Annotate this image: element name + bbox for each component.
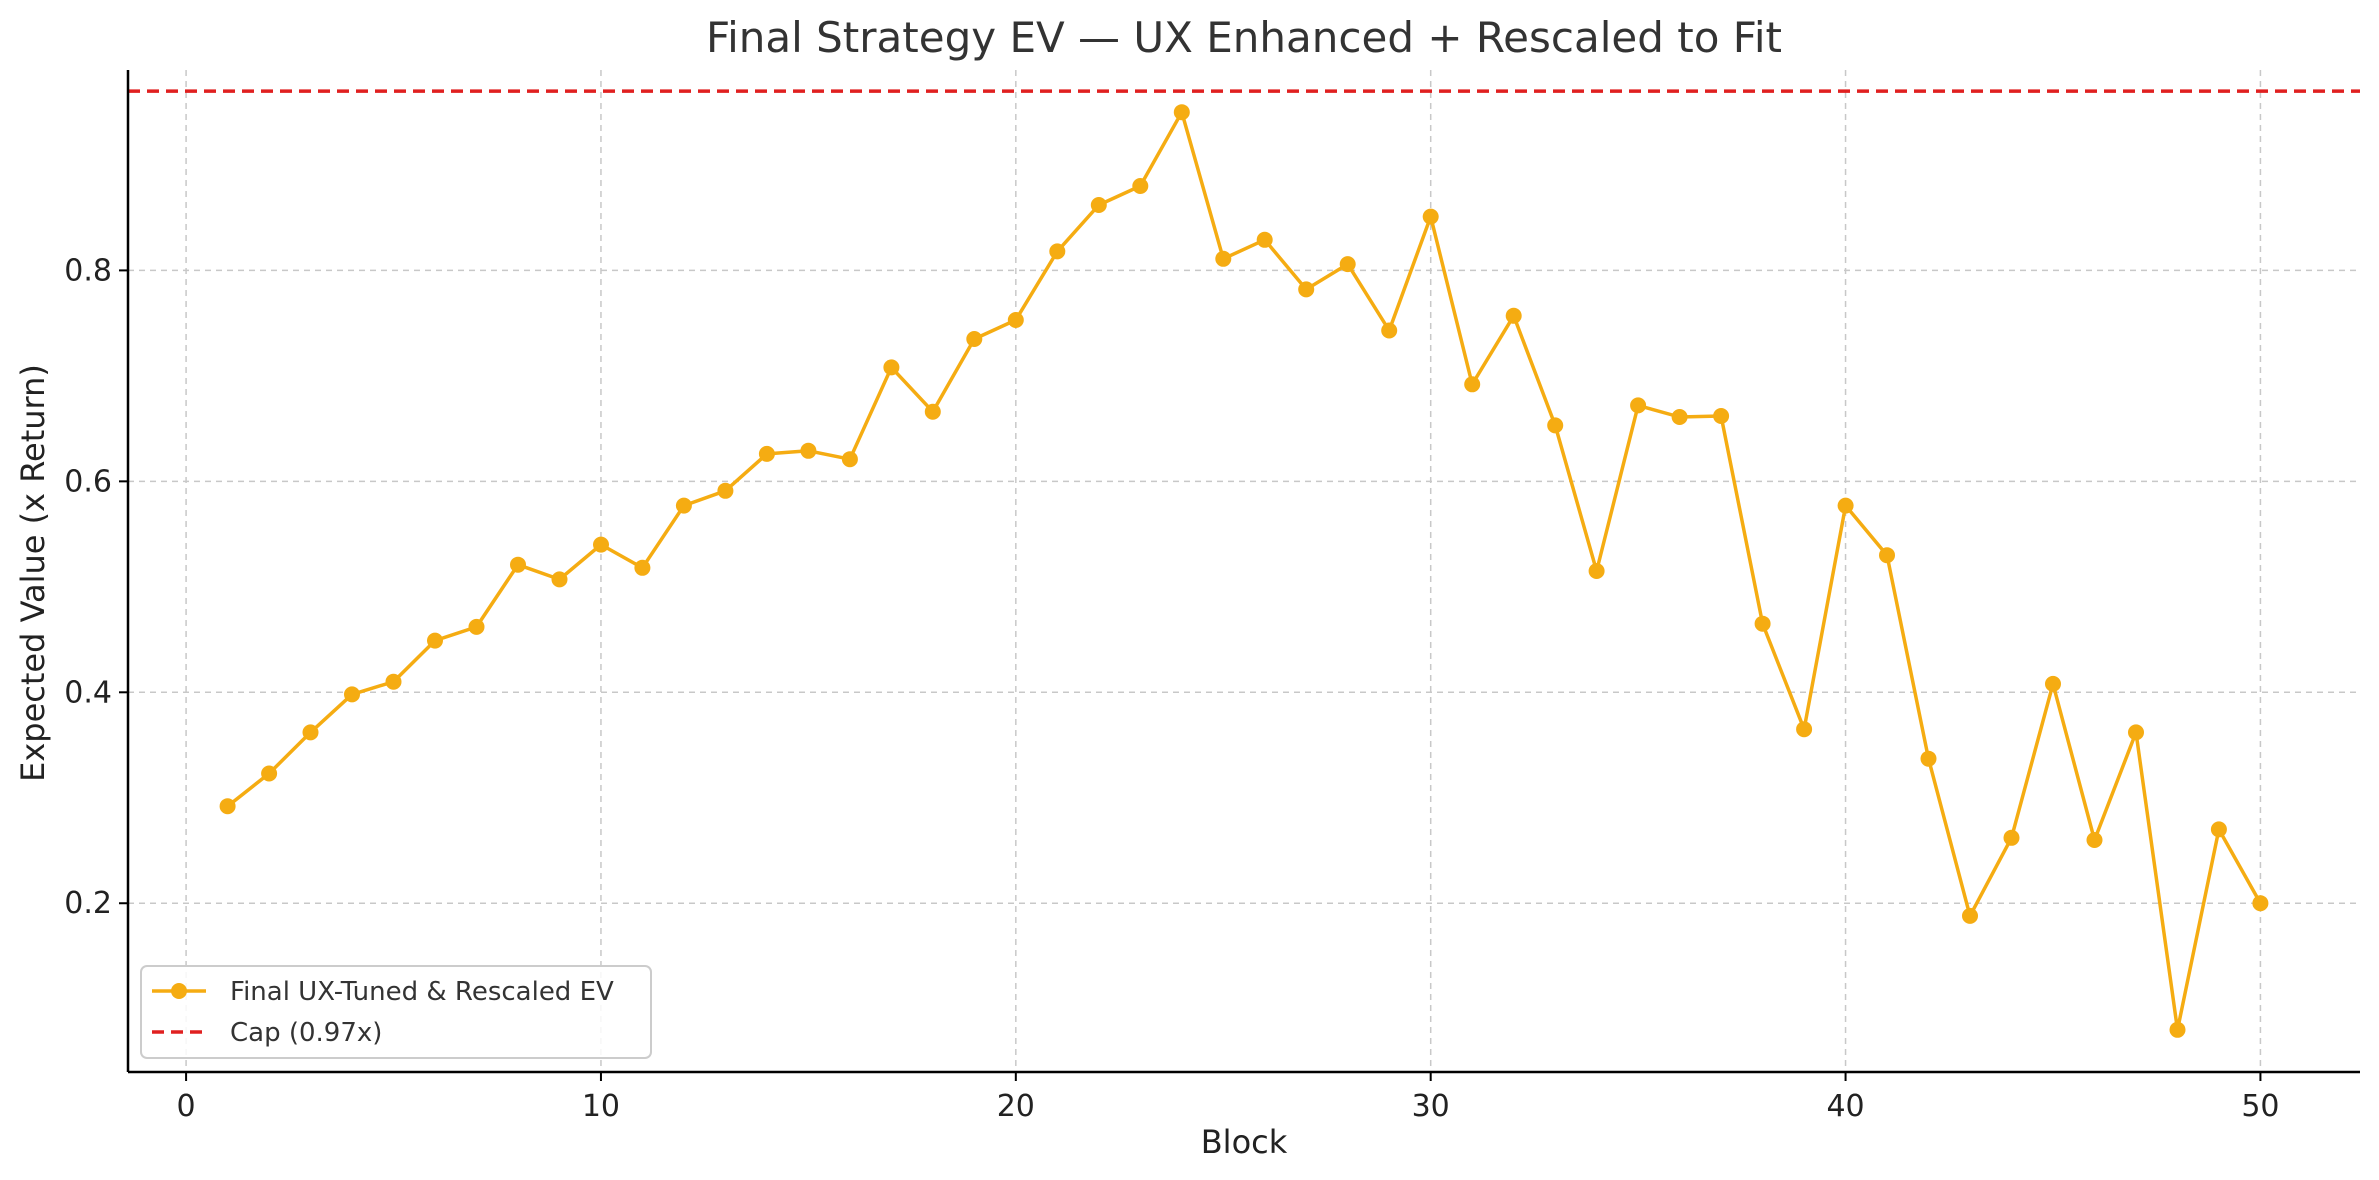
data-point [261, 765, 278, 782]
data-point [1298, 281, 1315, 298]
data-point [1588, 563, 1605, 579]
legend-cap-label: Cap (0.97x) [230, 1018, 382, 1048]
data-point [1879, 547, 1895, 564]
plot-axes [126, 70, 2360, 1074]
x-tick-label: 20 [997, 1089, 1035, 1124]
data-point [2252, 895, 2269, 912]
data-point [344, 686, 360, 703]
data-point [1796, 721, 1813, 738]
ev-series [219, 104, 2269, 1038]
data-point [1630, 397, 1647, 414]
y-axis-label: Expected Value (x Return) [14, 364, 52, 782]
data-point [1132, 178, 1149, 194]
x-tick-label: 0 [177, 1089, 196, 1124]
data-point [2169, 1021, 2186, 1038]
data-point [800, 442, 817, 459]
chart-legend: Final UX-Tuned & Rescaled EV Cap (0.97x) [140, 965, 652, 1059]
data-point [1505, 307, 1522, 324]
data-point [1671, 409, 1688, 425]
data-point [1339, 256, 1356, 273]
data-point [1173, 104, 1190, 121]
x-tick-label: 30 [1412, 1089, 1450, 1124]
legend-series-marker [171, 983, 187, 999]
axis-ticks: 0 10 20 30 40 50 0.2 0.4 0.6 0.8 [64, 253, 2279, 1124]
data-point [841, 451, 858, 468]
data-point [593, 536, 609, 553]
data-point [551, 571, 568, 588]
legend-box [140, 965, 652, 1059]
chart-title: Final Strategy EV — UX Enhanced + Rescal… [706, 13, 1782, 62]
y-tick-label: 0.6 [64, 464, 112, 499]
data-point [2128, 724, 2144, 741]
data-point [1090, 197, 1107, 213]
data-point [966, 331, 983, 347]
data-point [1547, 417, 1564, 434]
data-point [1215, 250, 1232, 267]
data-point [1256, 231, 1273, 248]
data-point [1920, 750, 1937, 767]
x-tick-label: 40 [1826, 1089, 1864, 1124]
series-line [226, 110, 2262, 1032]
grid-lines [128, 70, 2360, 1072]
y-tick-label: 0.2 [64, 886, 112, 921]
data-point [1007, 312, 1024, 328]
x-tick-label: 10 [582, 1089, 620, 1124]
data-point [758, 445, 775, 462]
data-point [924, 403, 941, 420]
x-tick-label: 50 [2241, 1089, 2279, 1124]
y-tick-label: 0.4 [64, 675, 112, 710]
data-point [634, 559, 651, 576]
data-point [427, 632, 443, 649]
data-point [1381, 322, 1398, 339]
legend-series-label: Final UX-Tuned & Rescaled EV [230, 977, 614, 1007]
data-point [717, 482, 734, 499]
data-point [1049, 243, 1066, 260]
data-point [1713, 408, 1730, 424]
data-point [219, 798, 236, 815]
data-point [675, 497, 692, 514]
data-point [1754, 615, 1771, 632]
data-point [1837, 497, 1854, 514]
data-point [302, 724, 319, 741]
data-point [385, 673, 402, 690]
data-point [2003, 829, 2020, 846]
data-point [2045, 675, 2061, 692]
data-point [883, 359, 900, 376]
data-point [1962, 907, 1978, 924]
data-point [468, 618, 485, 635]
data-point [1422, 208, 1439, 225]
data-point [1464, 376, 1481, 393]
y-tick-label: 0.8 [64, 253, 112, 288]
x-axis-label: Block [1201, 1123, 1288, 1161]
data-point [2086, 832, 2103, 848]
data-point [2210, 821, 2227, 838]
data-point [510, 556, 526, 573]
